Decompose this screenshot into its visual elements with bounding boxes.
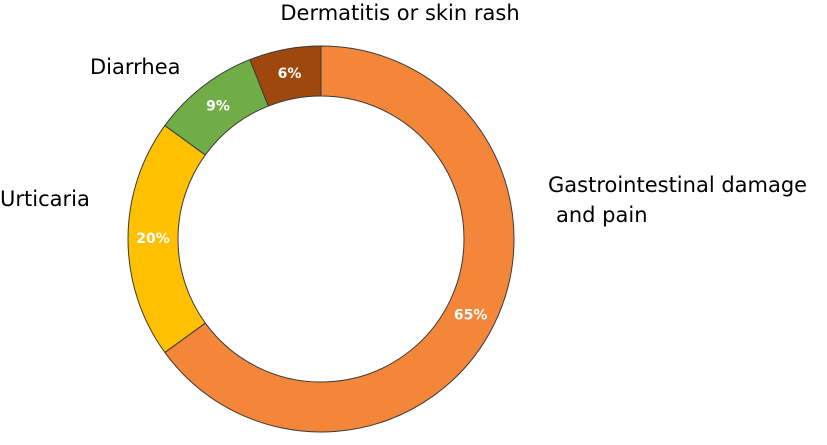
category-label: Gastrointestinal damage and pain	[548, 173, 807, 227]
donut-slice	[249, 45, 322, 107]
value-label: 9%	[206, 98, 230, 114]
donut-slice	[164, 45, 515, 433]
value-label: 65%	[454, 307, 488, 323]
category-label: Dermatitis or skin rash	[280, 1, 519, 25]
value-label: 20%	[136, 231, 170, 247]
category-label: Diarrhea	[90, 55, 181, 79]
category-label: Urticaria	[0, 187, 90, 211]
value-label: 6%	[278, 66, 302, 82]
